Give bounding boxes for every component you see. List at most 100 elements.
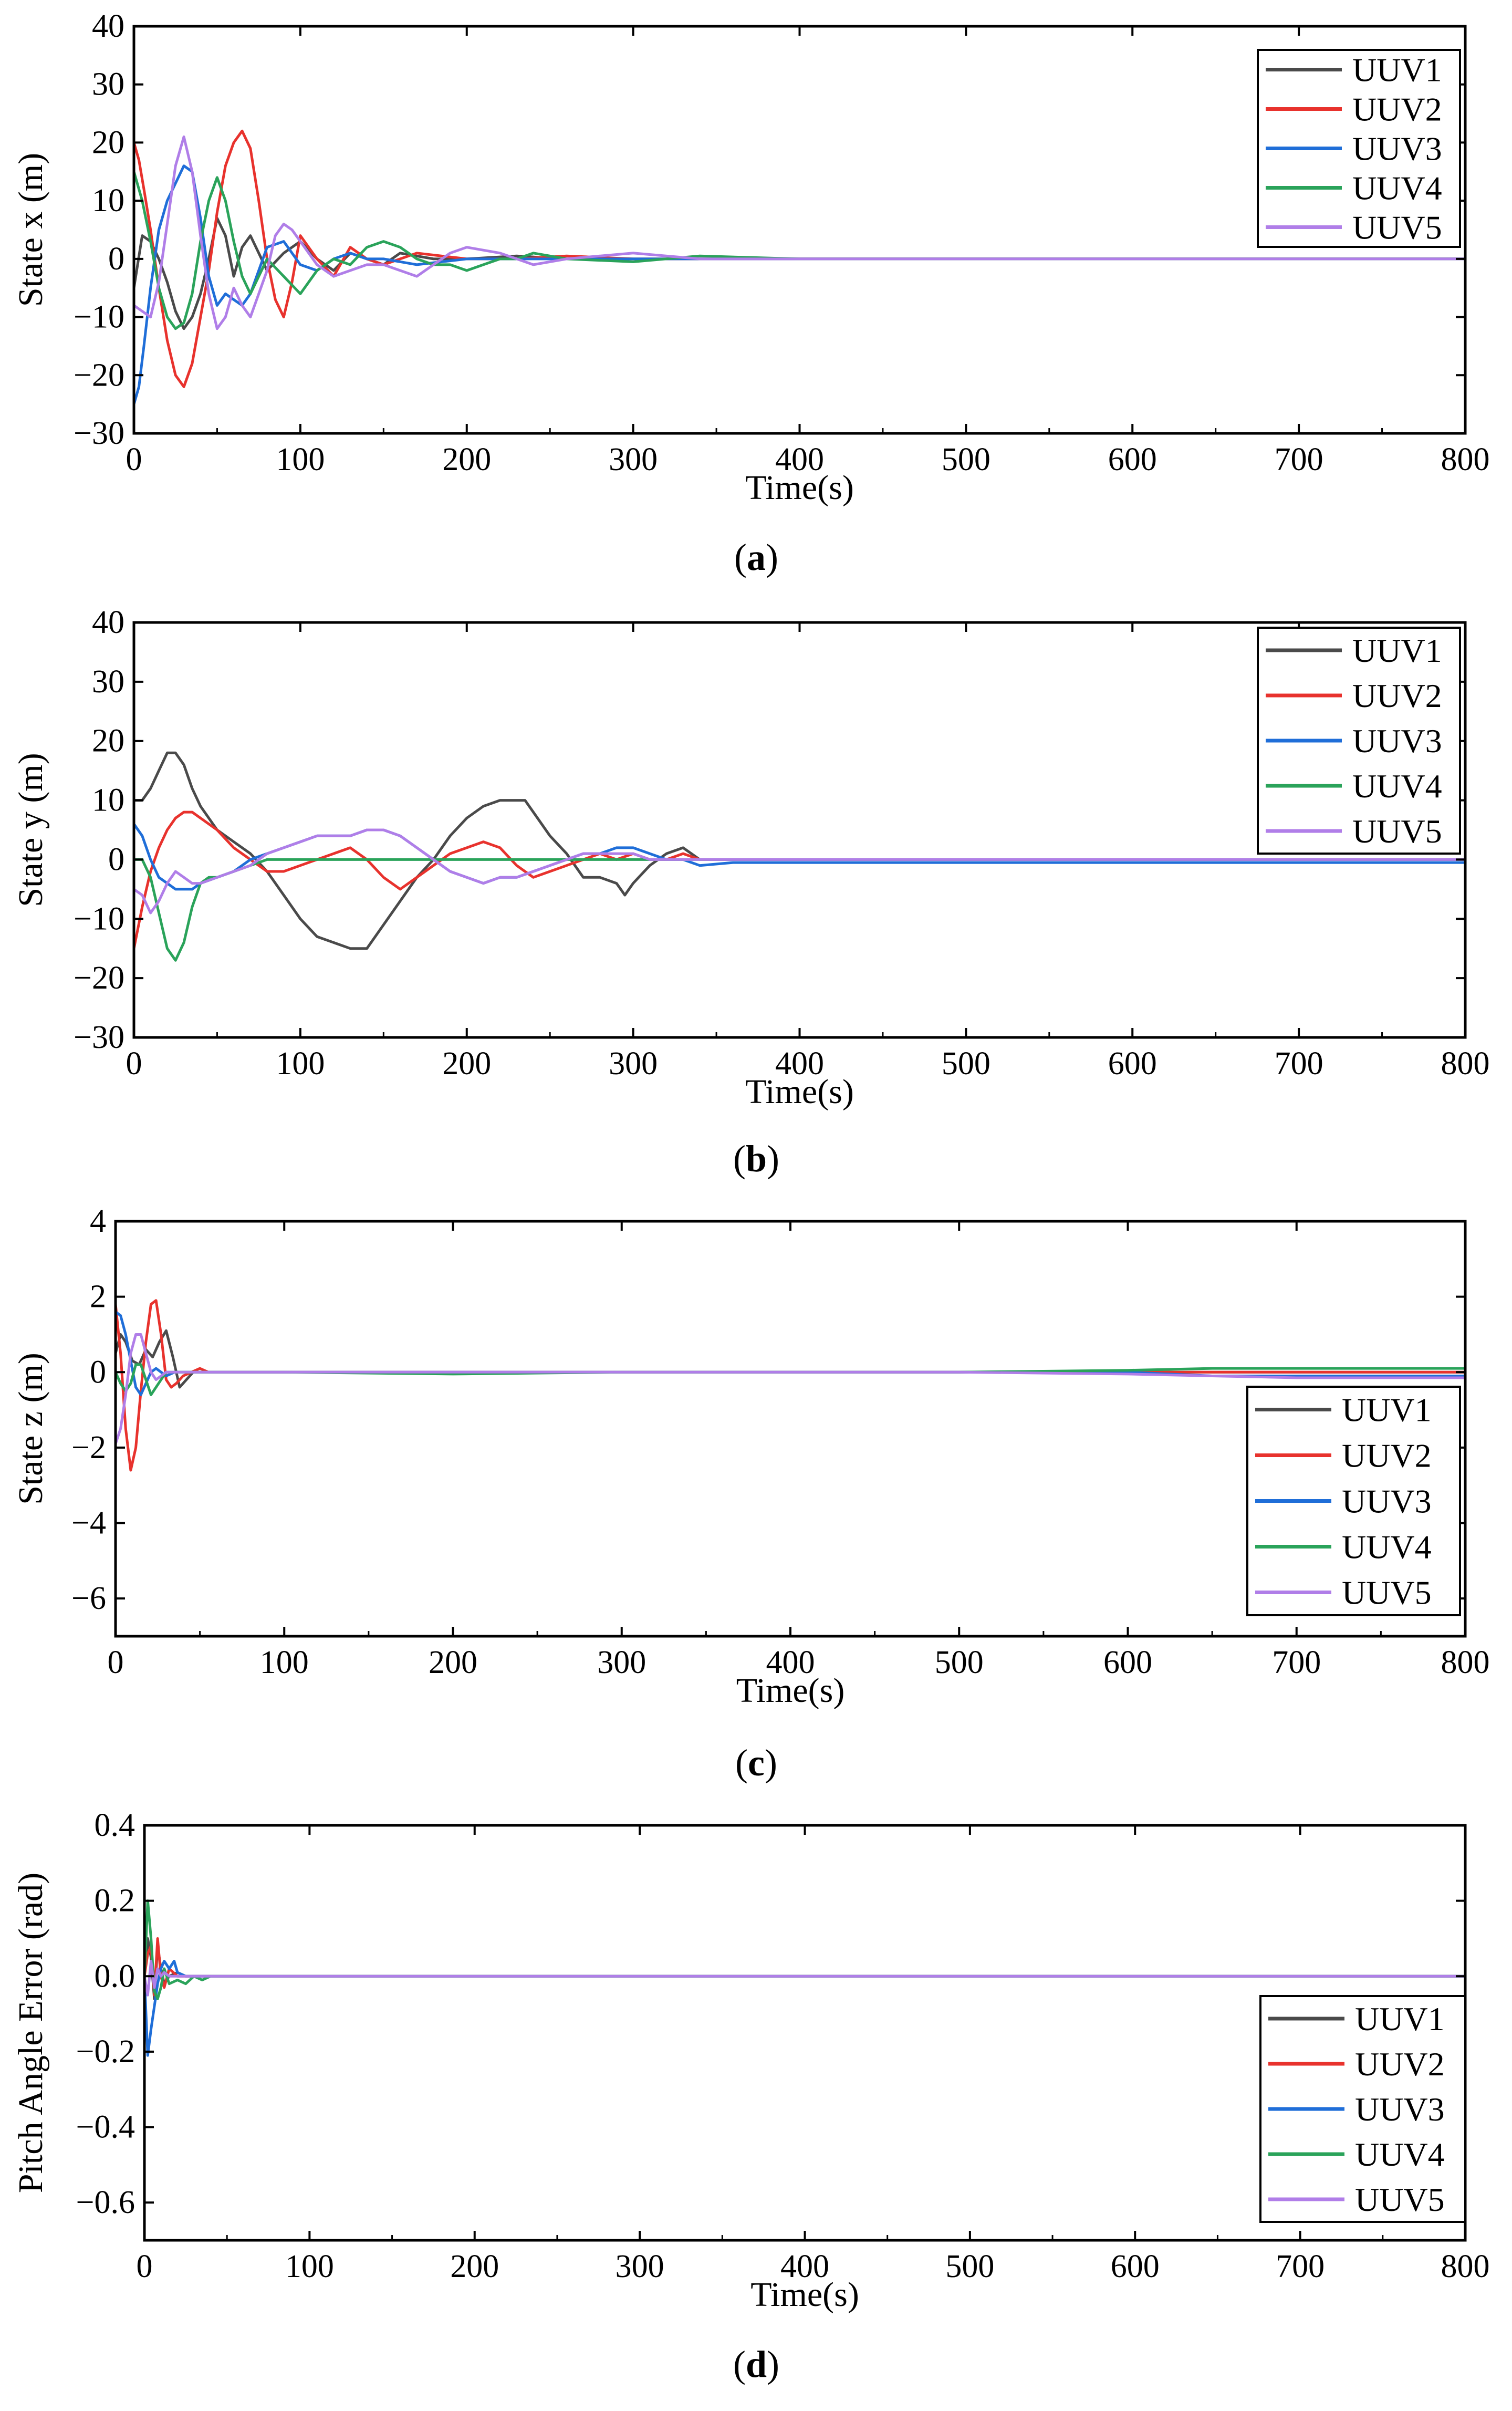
y-tick-label: 0 (108, 841, 124, 877)
x-tick-label: 400 (780, 2249, 829, 2284)
y-tick-label: −30 (74, 415, 124, 451)
x-tick-label: 100 (285, 2249, 334, 2284)
x-tick-label: 600 (1111, 2249, 1160, 2284)
y-tick-label: −4 (71, 1505, 106, 1541)
chart-panel-b: 0 100 200 300 400 500 600 700 800 −30 −20 −10 0 10 20 3… (12, 605, 1490, 1180)
legend-label-uuv2: UUV2 (1352, 91, 1442, 128)
x-axis-label: Time(s) (745, 469, 854, 507)
y-axis-label: State z (m) (12, 1353, 50, 1505)
y-tick-label: −10 (74, 901, 124, 937)
x-tick-label: 100 (260, 1645, 309, 1680)
legend-label-uuv4: UUV4 (1355, 2136, 1445, 2173)
x-tick-label: 800 (1441, 2249, 1490, 2284)
panel-caption: (b) (733, 1138, 779, 1180)
y-tick-label: 20 (92, 124, 124, 160)
series-group (116, 1299, 1465, 1472)
x-tick-label: 200 (442, 442, 491, 477)
x-tick-label: 600 (1108, 1046, 1157, 1082)
x-tick-label: 500 (935, 1645, 984, 1680)
x-tick-label: 300 (597, 1645, 646, 1680)
y-tick-label: 0 (108, 241, 124, 277)
y-tick-label: 30 (92, 67, 124, 102)
panel-caption: (d) (733, 2343, 779, 2385)
legend-label-uuv5: UUV5 (1352, 813, 1442, 850)
series-line-uuv1 (116, 1329, 1465, 1389)
legend-label-uuv4: UUV4 (1342, 1529, 1432, 1566)
y-tick-label: 10 (92, 783, 124, 818)
x-tick-label: 700 (1275, 442, 1323, 477)
y-tick-label: −20 (74, 357, 124, 393)
y-tick-label: −2 (71, 1430, 106, 1466)
y-tick-label: −0.4 (76, 2109, 135, 2145)
y-tick-label: 0 (90, 1354, 106, 1390)
x-axis-label: Time(s) (736, 1671, 845, 1710)
chart-panel-d: 0 100 200 300 400 500 600 700 800 −0.6 −0.4 −0.2 0.0… (12, 1807, 1490, 2385)
x-tick-label: 200 (442, 1046, 491, 1082)
legend-label-uuv1: UUV1 (1352, 51, 1442, 89)
legend-label-uuv5: UUV5 (1355, 2181, 1445, 2218)
legend-label-uuv2: UUV2 (1352, 677, 1442, 714)
series-line-uuv4 (144, 1899, 1465, 2000)
y-tick-label: 0.4 (95, 1807, 135, 1843)
chart-panel-c: 0 100 200 300 400 500 600 700 800 −6 −4 −2 0 2 4 Time(s… (12, 1203, 1490, 1784)
x-tick-label: 300 (616, 2249, 664, 2284)
series-line-uuv2 (144, 1937, 1465, 1997)
x-tick-label: 500 (942, 442, 990, 477)
x-tick-label: 800 (1441, 1645, 1490, 1680)
series-line-uuv3 (116, 1310, 1465, 1396)
y-tick-label: 20 (92, 723, 124, 759)
x-tick-label: 500 (945, 2249, 994, 2284)
x-axis-label: Time(s) (750, 2275, 859, 2314)
legend-label-uuv3: UUV3 (1342, 1483, 1432, 1520)
x-tick-label: 400 (775, 442, 824, 477)
x-tick-label: 400 (766, 1645, 815, 1680)
chart-panel-a: 0 100 200 300 400 500 600 700 800 −30 −20 −10 0 10 20 3… (12, 8, 1490, 578)
y-tick-label: −0.2 (76, 2034, 135, 2070)
y-axis-label: Pitch Angle Error (rad) (12, 1873, 50, 2193)
legend-label-uuv2: UUV2 (1342, 1437, 1432, 1474)
x-tick-label: 600 (1108, 442, 1157, 477)
y-tick-label: 2 (90, 1279, 106, 1315)
legend-label-uuv3: UUV3 (1355, 2091, 1445, 2128)
x-tick-label: 300 (609, 1046, 658, 1082)
x-tick-label: 0 (108, 1645, 124, 1680)
series-line-uuv4 (134, 858, 1465, 962)
x-axis-label: Time(s) (745, 1073, 854, 1111)
y-axis-label: State x (m) (12, 153, 50, 307)
legend-label-uuv5: UUV5 (1342, 1574, 1432, 1612)
x-tick-label: 0 (137, 2249, 153, 2284)
legend-label-uuv4: UUV4 (1352, 170, 1442, 207)
series-line-uuv5 (116, 1333, 1465, 1446)
y-tick-label: 0.2 (95, 1883, 135, 1919)
series-line-uuv5 (134, 135, 1465, 330)
x-tick-label: 500 (942, 1046, 990, 1082)
x-tick-label: 700 (1275, 1046, 1323, 1082)
x-tick-label: 100 (276, 1046, 325, 1082)
legend-label-uuv3: UUV3 (1352, 722, 1442, 760)
x-tick-label: 600 (1103, 1645, 1152, 1680)
x-tick-label: 700 (1272, 1645, 1321, 1680)
series-line-uuv5 (144, 1960, 1465, 1997)
series-group (144, 1899, 1465, 2057)
y-tick-label: 10 (92, 183, 124, 219)
legend-label-uuv1: UUV1 (1352, 632, 1442, 669)
x-tick-label: 200 (429, 1645, 477, 1680)
legend-label-uuv3: UUV3 (1352, 130, 1442, 168)
series-group (134, 129, 1465, 406)
x-tick-label: 400 (775, 1046, 824, 1082)
y-tick-label: 40 (92, 8, 124, 44)
x-tick-label: 0 (126, 442, 142, 477)
y-tick-label: −20 (74, 960, 124, 996)
x-tick-label: 300 (609, 442, 658, 477)
y-tick-label: 40 (92, 605, 124, 640)
series-line-uuv5 (134, 828, 1465, 914)
y-tick-label: 4 (90, 1203, 106, 1239)
panel-caption: (a) (734, 536, 778, 578)
x-tick-label: 800 (1441, 1046, 1490, 1082)
x-tick-label: 0 (126, 1046, 142, 1082)
